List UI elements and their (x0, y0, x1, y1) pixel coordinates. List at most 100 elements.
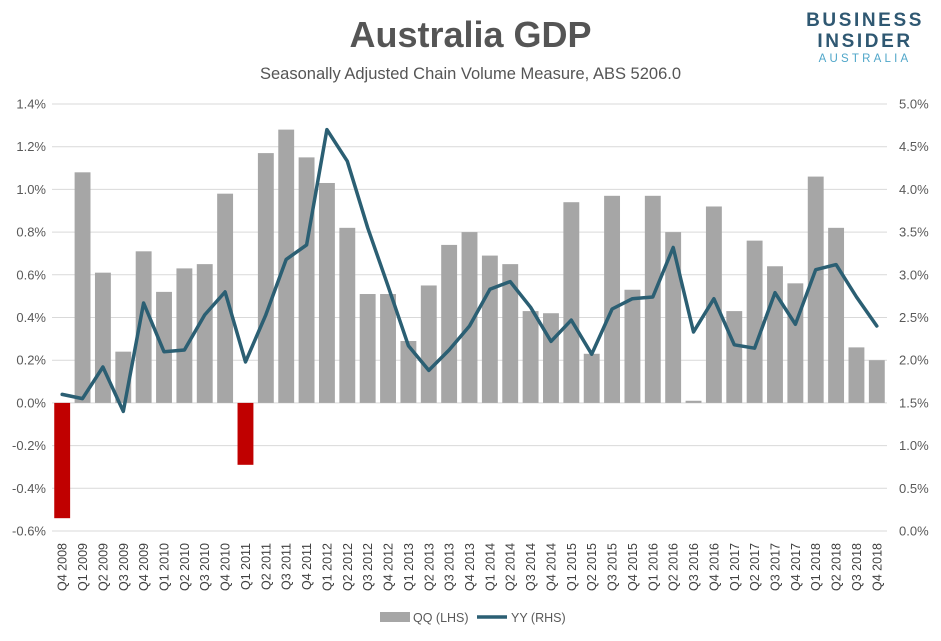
qq-bar (543, 313, 559, 403)
left-axis-tick-label: -0.6% (12, 524, 46, 539)
qq-bar (257, 153, 274, 403)
right-axis-tick-label: 1.5% (899, 395, 929, 410)
x-axis-tick-label: Q2 2012 (341, 543, 355, 591)
chart-subtitle: Seasonally Adjusted Chain Volume Measure… (259, 65, 682, 83)
qq-bar (54, 402, 71, 519)
x-axis-tick-label: Q2 2009 (96, 543, 110, 591)
x-axis-tick-label: Q4 2012 (382, 543, 396, 591)
qq-bar (502, 264, 519, 403)
left-axis-tick-label: -0.2% (12, 438, 46, 453)
x-axis-tick-label: Q3 2013 (443, 543, 457, 591)
legend-swatch-qq (380, 612, 410, 622)
x-axis-tick-label: Q1 2010 (158, 543, 172, 591)
x-axis-tick-label: Q2 2014 (504, 543, 518, 591)
x-axis-tick-label: Q4 2014 (545, 543, 559, 591)
left-axis-tick-label: 0.0% (16, 395, 46, 410)
qq-bar (278, 129, 295, 403)
left-axis-ticks: 1.4% 1.2% 1.0% 0.8% 0.6% 0.4% 0.2% 0.0% -0.2% -0.… (12, 97, 46, 539)
right-axis-tick-label: 0.0% (899, 524, 929, 539)
right-axis-tick-label: 0.5% (899, 481, 929, 496)
qq-bar (522, 311, 539, 403)
qq-bar (481, 255, 498, 403)
x-axis-tick-label: Q1 2012 (320, 543, 334, 591)
qq-bar (461, 232, 478, 403)
qq-bar (705, 206, 722, 403)
left-axis-tick-label: -0.4% (12, 481, 46, 496)
x-axis-tick-label: Q1 2018 (809, 543, 823, 591)
right-axis-tick-label: 1.0% (899, 438, 929, 453)
qq-bar (94, 272, 111, 403)
x-axis-tick-label: Q4 2015 (626, 543, 640, 591)
right-axis-ticks: 5.0% 4.5% 4.0% 3.5% 3.0% 2.5% 2.0% 1.5% 1.0% 0.5%… (899, 97, 929, 539)
qq-bar (726, 311, 743, 403)
qq-bar (644, 195, 661, 403)
yy-line (60, 127, 879, 414)
qq-bar (848, 347, 865, 403)
x-axis-tick-label: Q4 2011 (300, 543, 314, 590)
x-axis-tick-label: Q3 2017 (769, 543, 783, 591)
qq-bar (563, 202, 580, 403)
business-insider-logo: BUSINESS INSIDER AUSTRALIA (806, 10, 924, 66)
left-axis-tick-label: 0.6% (16, 267, 46, 282)
right-axis-tick-label: 2.0% (899, 353, 929, 368)
x-axis-tick-label: Q3 2012 (361, 543, 375, 591)
right-axis-tick-label: 3.0% (899, 267, 929, 282)
x-axis-tick-label: Q4 2018 (870, 543, 884, 591)
right-axis-tick-label: 5.0% (899, 97, 929, 112)
x-axis-tick-label: Q1 2013 (402, 543, 416, 591)
qq-bar (746, 240, 763, 403)
qq-bar (298, 157, 315, 403)
x-axis-tick-label: Q4 2016 (707, 543, 721, 591)
left-axis-tick-label: 0.4% (16, 310, 46, 325)
qq-bar (807, 176, 824, 403)
x-axis-tick-label: Q1 2011 (239, 543, 253, 590)
x-axis-tick-label: Q4 2010 (219, 543, 233, 591)
x-axis-tick-label: Q2 2011 (259, 543, 273, 590)
x-axis-tick-label: Q3 2010 (198, 543, 212, 591)
x-axis-tick-label: Q1 2016 (646, 543, 660, 591)
left-axis-tick-label: 1.4% (16, 97, 46, 112)
qq-bar (583, 353, 600, 403)
qq-bar (685, 400, 702, 403)
qq-bar (420, 285, 437, 403)
x-axis-tick-label: Q1 2015 (565, 543, 579, 591)
right-axis-tick-label: 3.5% (899, 225, 929, 240)
x-axis-tick-label: Q1 2017 (728, 543, 742, 591)
logo-line-business: BUSINESS (806, 10, 924, 31)
qq-bar (604, 195, 621, 403)
qq-bar (359, 294, 376, 403)
qq-bar (217, 193, 234, 403)
right-axis-tick-label: 4.5% (899, 139, 929, 154)
x-axis-tick-label: Q1 2014 (483, 543, 497, 591)
x-axis-tick-label: Q3 2018 (850, 543, 864, 591)
qq-bar (135, 251, 152, 403)
qq-bar (380, 294, 396, 403)
qq-bar (868, 360, 885, 403)
qq-bar (767, 266, 783, 403)
x-axis-tick-label: Q2 2010 (178, 543, 192, 591)
left-axis-tick-label: 1.2% (16, 139, 46, 154)
x-axis-tick-label: Q4 2013 (463, 543, 477, 591)
qq-bar (441, 244, 458, 403)
right-axis-tick-label: 2.5% (899, 310, 929, 325)
x-axis-tick-label: Q3 2016 (687, 543, 701, 591)
chart-title: Australia GDP (349, 14, 592, 55)
qq-bar (176, 268, 193, 403)
legend: QQ (LHS) YY (RHS) (380, 611, 566, 625)
x-axis-tick-label: Q2 2015 (585, 543, 599, 591)
x-axis-tick-label: Q2 2013 (422, 543, 436, 591)
x-axis-tick-label: Q1 2009 (76, 543, 90, 591)
qq-bar (339, 227, 356, 403)
x-axis-tick-label: Q3 2009 (117, 543, 131, 591)
qq-bar (74, 172, 91, 403)
left-axis-tick-label: 0.2% (16, 353, 46, 368)
x-axis-tick-label: Q3 2014 (524, 543, 538, 591)
x-axis-ticks: Q4 2008 Q1 2009 Q2 2009 Q3 2009 Q4 2009 Q1 20… (56, 543, 885, 591)
legend-label-yy: YY (RHS) (511, 611, 566, 625)
qq-bar (787, 283, 804, 403)
x-axis-tick-label: Q4 2008 (56, 543, 70, 591)
x-axis-tick-label: Q2 2018 (830, 543, 844, 591)
legend-label-qq: QQ (LHS) (413, 611, 469, 625)
x-axis-tick-label: Q2 2016 (667, 543, 681, 591)
